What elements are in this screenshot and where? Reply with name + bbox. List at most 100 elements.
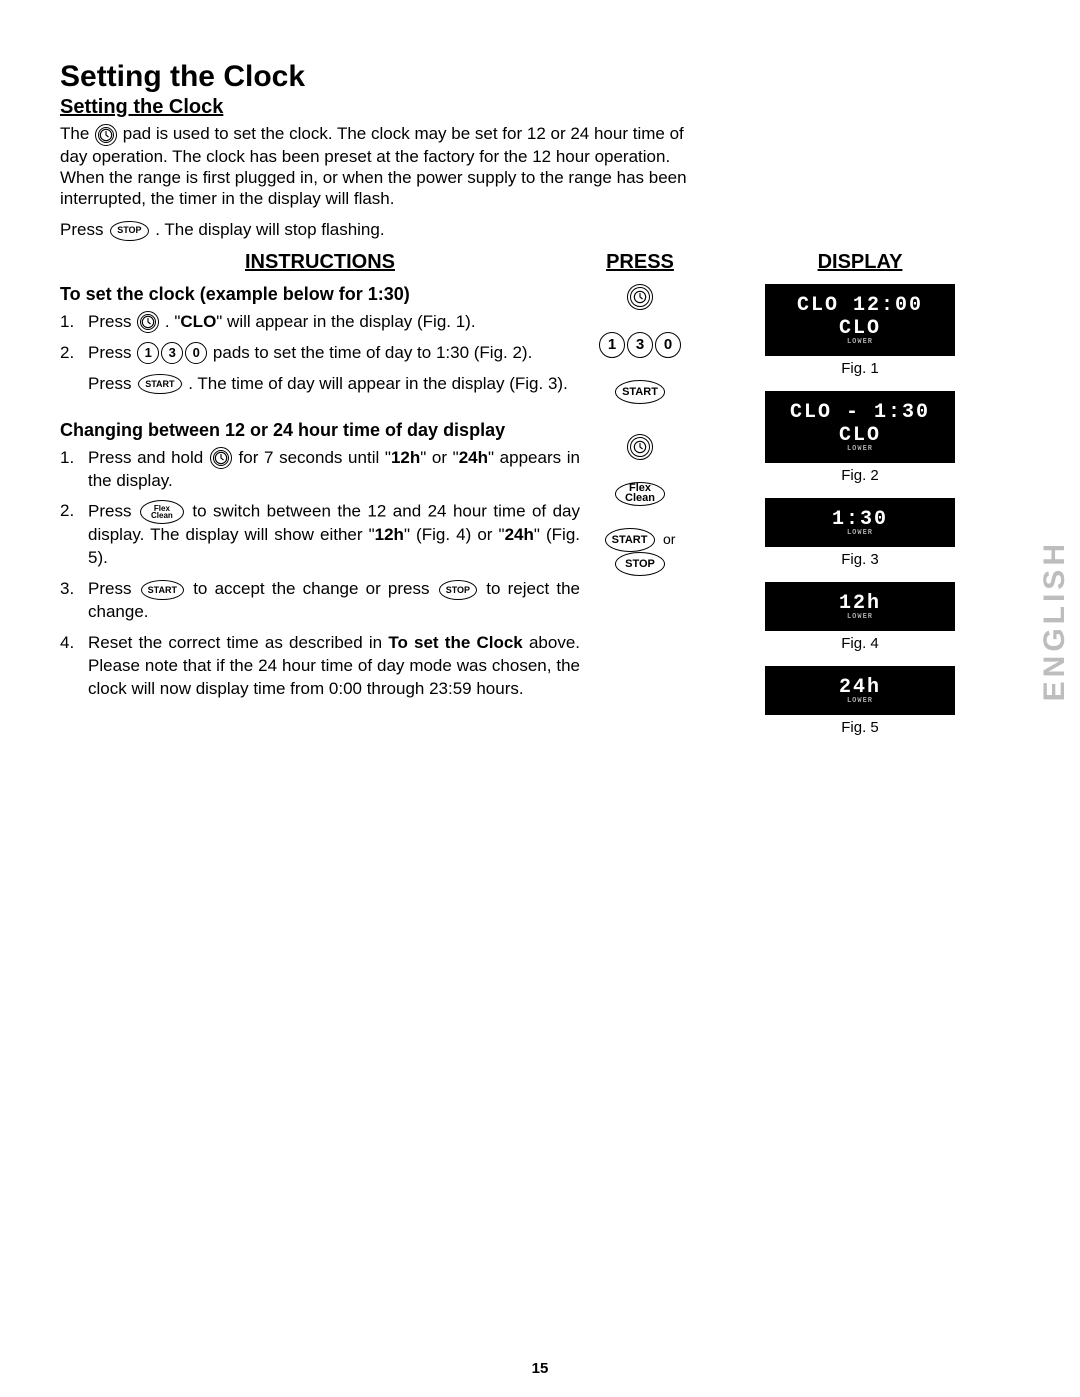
text: pad is used to set the clock. The clock … (60, 124, 687, 208)
display-fig1: CLO 12:00 CLOLOWER (765, 284, 955, 356)
start-pad-icon: START (605, 528, 655, 552)
text: 12h (375, 525, 404, 544)
text: Press and hold (88, 448, 209, 467)
fig1-label: Fig. 1 (700, 360, 1020, 377)
step-1: 1. Press and hold for 7 seconds until "1… (60, 447, 580, 493)
section-subtitle: Setting the Clock (60, 96, 1020, 119)
step-number: 4. (60, 632, 88, 701)
fig3-label: Fig. 3 (700, 551, 1020, 568)
press-heading: PRESS (606, 251, 674, 274)
display-sub: LOWER (773, 529, 947, 537)
display-text: CLO - 1:30 CLO (790, 401, 930, 447)
text: to accept the change or press (193, 579, 437, 598)
text: . " (165, 312, 180, 331)
display-sub: LOWER (773, 445, 947, 453)
press-column: PRESS 130 START FlexClean START or STOP (580, 251, 700, 750)
display-text: CLO 12:00 CLO (797, 294, 923, 340)
display-text: 1:30 (832, 508, 888, 531)
step-number: 3. (60, 578, 88, 624)
digit-3-pad-icon: 3 (627, 332, 653, 358)
text: To set the Clock (388, 633, 522, 652)
press-row-130: 130 (580, 332, 700, 358)
text: Press (88, 502, 138, 521)
manual-page: Setting the Clock Setting the Clock The … (60, 60, 1020, 750)
display-column: DISPLAY CLO 12:00 CLOLOWER Fig. 1 CLO - … (700, 251, 1020, 750)
step-1: 1. Press . "CLO" will appear in the disp… (60, 311, 580, 334)
clock-pad-icon (627, 434, 653, 460)
start-pad-icon: START (141, 580, 184, 600)
clock-icon (99, 128, 113, 142)
display-text: 12h (839, 592, 881, 615)
display-fig2: CLO - 1:30 CLOLOWER (765, 391, 955, 463)
press-row-flex: FlexClean (580, 482, 700, 506)
press-row-clock (580, 284, 700, 310)
display-fig5: 24hLOWER (765, 666, 955, 715)
step-2: 2. Press 130 pads to set the time of day… (60, 342, 580, 365)
display-fig3: 1:30LOWER (765, 498, 955, 547)
text: Reset the correct time as described in (88, 633, 388, 652)
text: Press (88, 312, 136, 331)
step-2: 2. Press FlexClean to switch between the… (60, 500, 580, 570)
text: " will appear in the display (Fig. 1). (216, 312, 475, 331)
digit-0-pad-icon: 0 (185, 342, 207, 364)
text: . The time of day will appear in the dis… (188, 374, 568, 393)
intro-paragraph: The pad is used to set the clock. The cl… (60, 123, 710, 209)
clock-pad-icon (627, 284, 653, 310)
text: Clean (625, 494, 655, 504)
stop-pad-icon: STOP (615, 552, 665, 576)
text: Press (88, 374, 136, 393)
digit-1-pad-icon: 1 (599, 332, 625, 358)
instructions-heading: INSTRUCTIONS (245, 251, 395, 274)
text: Press (88, 343, 136, 362)
step-number: 2. (60, 500, 88, 570)
step-number: 1. (60, 311, 88, 334)
text: The (60, 124, 94, 143)
display-heading: DISPLAY (818, 251, 903, 274)
clock-icon (633, 440, 647, 454)
display-sub: LOWER (773, 613, 947, 621)
clock-pad-icon (95, 124, 117, 146)
text: or (663, 531, 675, 547)
press-row-clock-hold (580, 434, 700, 460)
columns-layout: INSTRUCTIONS To set the clock (example b… (60, 251, 1020, 750)
instructions-column: INSTRUCTIONS To set the clock (example b… (60, 251, 580, 750)
step-number: 1. (60, 447, 88, 493)
flex-clean-pad-icon: FlexClean (615, 482, 665, 506)
start-pad-icon: START (615, 380, 665, 404)
start-pad-icon: START (138, 374, 181, 394)
text: CLO (180, 312, 216, 331)
set-clock-subhead: To set the clock (example below for 1:30… (60, 284, 580, 305)
flex-clean-pad-icon: FlexClean (140, 500, 184, 524)
step-3: 3. Press START to accept the change or p… (60, 578, 580, 624)
step-4: 4. Reset the correct time as described i… (60, 632, 580, 701)
page-title: Setting the Clock (60, 60, 1020, 94)
change-format-steps: 1. Press and hold for 7 seconds until "1… (60, 447, 580, 701)
step-2b: Press START . The time of day will appea… (88, 373, 580, 396)
text: Press (60, 220, 108, 239)
clock-icon (214, 451, 228, 465)
text: " (Fig. 4) or " (404, 525, 505, 544)
text: 12h (391, 448, 420, 467)
clock-icon (141, 315, 155, 329)
text: for 7 seconds until " (239, 448, 391, 467)
clock-pad-icon (210, 447, 232, 469)
digit-3-pad-icon: 3 (161, 342, 183, 364)
digit-1-pad-icon: 1 (137, 342, 159, 364)
press-row-start: START (580, 380, 700, 404)
text: Clean (151, 512, 173, 519)
display-sub: LOWER (773, 338, 947, 346)
text: " or " (420, 448, 458, 467)
set-clock-steps: 1. Press . "CLO" will appear in the disp… (60, 311, 580, 365)
press-row-start-or-stop: START or STOP (580, 528, 700, 576)
text: 24h (505, 525, 534, 544)
language-side-label: ENGLISH (1038, 540, 1072, 701)
text: pads to set the time of day to 1:30 (Fig… (213, 343, 532, 362)
text: Press (88, 579, 139, 598)
text: . The display will stop flashing. (155, 220, 384, 239)
step-number: 2. (60, 342, 88, 365)
display-text: 24h (839, 676, 881, 699)
stop-pad-icon: STOP (439, 580, 477, 600)
digit-0-pad-icon: 0 (655, 332, 681, 358)
fig4-label: Fig. 4 (700, 635, 1020, 652)
display-sub: LOWER (773, 697, 947, 705)
